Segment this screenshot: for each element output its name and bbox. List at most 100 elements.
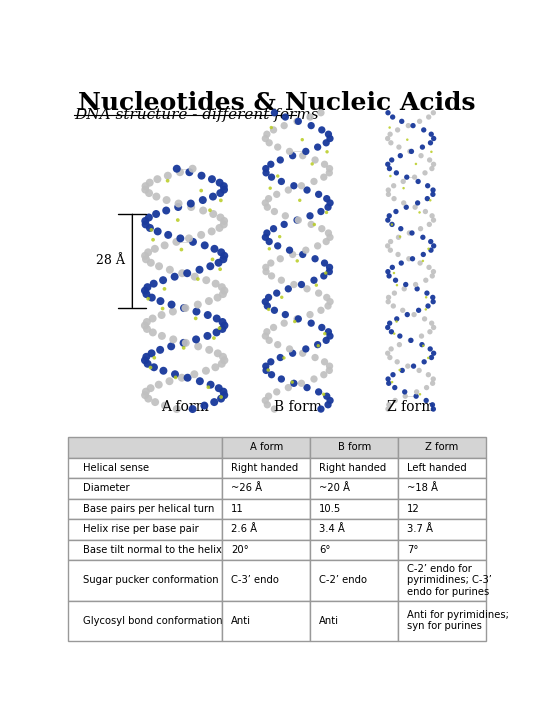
Point bbox=[144, 393, 153, 405]
Point bbox=[391, 395, 400, 406]
Point bbox=[413, 386, 421, 397]
Point bbox=[190, 369, 199, 380]
Point bbox=[415, 116, 424, 127]
Point bbox=[267, 158, 275, 170]
Point bbox=[160, 240, 169, 251]
Point bbox=[293, 313, 301, 325]
Point bbox=[420, 124, 428, 135]
Point bbox=[145, 212, 153, 223]
Point bbox=[394, 248, 402, 260]
Point bbox=[388, 219, 396, 230]
Point bbox=[299, 150, 307, 161]
Point bbox=[424, 261, 433, 273]
Point bbox=[261, 232, 269, 243]
Point bbox=[204, 310, 212, 321]
Point bbox=[216, 264, 225, 275]
Point bbox=[424, 300, 433, 312]
Point bbox=[145, 187, 153, 199]
Point bbox=[270, 206, 279, 217]
Point bbox=[167, 299, 176, 310]
Point bbox=[388, 377, 396, 388]
Point bbox=[264, 364, 273, 376]
Point bbox=[151, 396, 159, 408]
Point bbox=[427, 244, 435, 256]
Point bbox=[423, 180, 432, 192]
Point bbox=[148, 312, 157, 324]
Point bbox=[407, 335, 415, 346]
Point bbox=[141, 181, 150, 192]
Point bbox=[429, 240, 438, 251]
Point bbox=[200, 240, 209, 251]
Point bbox=[314, 189, 323, 200]
Point bbox=[205, 295, 213, 307]
Point bbox=[306, 309, 314, 320]
Point bbox=[403, 134, 411, 145]
Point bbox=[275, 231, 284, 243]
Point bbox=[206, 204, 214, 216]
Point bbox=[143, 282, 152, 293]
Point bbox=[220, 354, 229, 366]
Point bbox=[159, 274, 167, 286]
Point bbox=[383, 322, 392, 333]
Point bbox=[325, 261, 334, 273]
Point bbox=[417, 339, 426, 351]
Point bbox=[150, 361, 158, 373]
Point bbox=[426, 154, 434, 166]
Point bbox=[326, 330, 334, 342]
Point bbox=[276, 154, 285, 166]
Point bbox=[289, 377, 298, 389]
Point bbox=[281, 112, 289, 123]
Point bbox=[427, 236, 435, 248]
Point bbox=[278, 292, 286, 303]
Point bbox=[261, 132, 269, 144]
Point bbox=[324, 326, 333, 338]
Point bbox=[220, 320, 229, 331]
Point bbox=[421, 167, 429, 179]
Point bbox=[288, 377, 296, 388]
Point bbox=[142, 288, 151, 300]
Point bbox=[151, 243, 159, 255]
Point bbox=[160, 283, 169, 294]
Point bbox=[428, 270, 436, 282]
Point bbox=[325, 167, 334, 179]
Point bbox=[219, 253, 228, 265]
Point bbox=[210, 396, 219, 408]
Point bbox=[390, 382, 399, 393]
Point bbox=[183, 267, 192, 279]
Point bbox=[272, 287, 281, 299]
Point bbox=[419, 248, 428, 260]
Point bbox=[173, 215, 182, 226]
Point bbox=[323, 146, 332, 158]
Point bbox=[155, 261, 164, 272]
Point bbox=[426, 326, 434, 338]
Text: DNA structure - different forms: DNA structure - different forms bbox=[74, 108, 319, 122]
Point bbox=[429, 184, 437, 196]
Point bbox=[426, 137, 435, 148]
Point bbox=[285, 244, 294, 256]
Point bbox=[392, 167, 401, 179]
Point bbox=[386, 171, 395, 182]
Point bbox=[429, 107, 438, 119]
Point bbox=[314, 287, 323, 299]
Point bbox=[188, 403, 197, 415]
Point bbox=[384, 399, 393, 410]
Point bbox=[426, 194, 435, 206]
Point bbox=[405, 228, 414, 239]
Point bbox=[391, 274, 400, 286]
Point bbox=[429, 348, 438, 359]
Point bbox=[276, 352, 285, 364]
Point bbox=[419, 340, 428, 351]
Point bbox=[320, 328, 329, 339]
Point bbox=[400, 386, 409, 397]
Point bbox=[162, 194, 171, 206]
Point bbox=[313, 141, 322, 153]
Point bbox=[179, 337, 188, 348]
Point bbox=[262, 167, 271, 179]
Point bbox=[428, 292, 437, 303]
Point bbox=[386, 122, 394, 133]
Point bbox=[395, 330, 404, 342]
Point bbox=[141, 215, 150, 227]
Point bbox=[414, 305, 423, 316]
Point bbox=[214, 257, 223, 269]
Point bbox=[399, 182, 408, 194]
